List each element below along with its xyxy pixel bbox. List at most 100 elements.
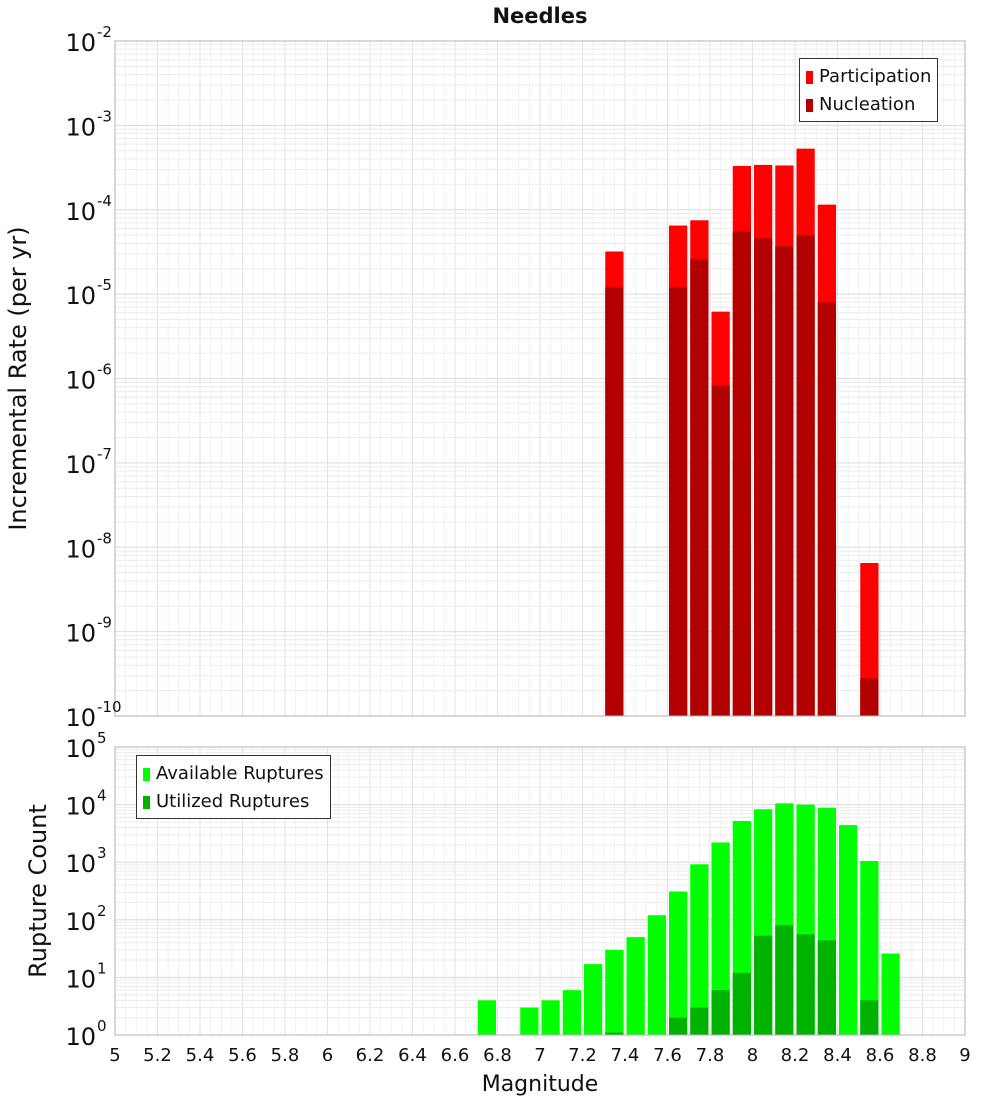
- y-tick-label: 10: [65, 704, 96, 732]
- bar-participation: [860, 563, 879, 716]
- y-axis-label-rate: Incremental Rate (per yr): [4, 226, 32, 530]
- y-tick-exponent: 3: [97, 844, 107, 862]
- y-tick-label: 10: [65, 793, 96, 821]
- y-tick-label: 10: [65, 1023, 96, 1051]
- bar-nucleation: [754, 238, 773, 716]
- bar-utilized-ruptures: [669, 1017, 688, 1035]
- bar-utilized-ruptures: [690, 1007, 709, 1035]
- bar-nucleation: [732, 231, 751, 716]
- x-tick-label: 6.6: [441, 1045, 470, 1066]
- bar-nucleation: [711, 385, 730, 716]
- x-tick-label: 5.2: [143, 1045, 172, 1066]
- y-tick-exponent: -3: [97, 107, 112, 125]
- x-tick-label: 5.8: [271, 1045, 300, 1066]
- legend-label-nucleation: Nucleation: [819, 94, 916, 115]
- x-tick-label: 7.4: [611, 1045, 640, 1066]
- x-tick-label: 7: [534, 1045, 545, 1066]
- legend-label-available: Available Ruptures: [156, 763, 324, 784]
- legend-swatch-nucleation: [806, 98, 813, 112]
- legend-item-utilized: Utilized Ruptures: [143, 788, 324, 816]
- x-axis-label: Magnitude: [482, 1072, 599, 1097]
- x-tick-label: 9: [959, 1045, 970, 1066]
- bar-available-ruptures: [605, 949, 624, 1035]
- bar-available-ruptures: [626, 937, 645, 1035]
- legend-swatch-utilized: [143, 795, 150, 809]
- bar-available-ruptures: [711, 842, 730, 1035]
- y-tick-exponent: -7: [97, 445, 112, 463]
- x-tick-label: 5: [109, 1045, 120, 1066]
- x-tick-label: 7.6: [653, 1045, 682, 1066]
- y-tick-exponent: 1: [97, 959, 107, 977]
- bar-available-ruptures: [477, 1000, 496, 1035]
- bar-nucleation: [817, 302, 836, 716]
- plot-frame-count: [114, 746, 966, 1036]
- bar-utilized-ruptures: [711, 990, 730, 1035]
- y-tick-exponent: -10: [97, 698, 122, 716]
- legend-label-participation: Participation: [819, 66, 932, 87]
- y-tick-exponent: -9: [97, 614, 112, 632]
- x-tick-label: 7.2: [568, 1045, 597, 1066]
- bar-available-ruptures: [860, 860, 879, 1035]
- y-tick-exponent: 0: [97, 1017, 107, 1035]
- legend-item-available: Available Ruptures: [143, 760, 324, 788]
- y-tick-label: 10: [65, 451, 96, 479]
- bar-nucleation: [669, 287, 688, 716]
- y-tick-label: 10: [65, 965, 96, 993]
- legend-swatch-available: [143, 767, 150, 781]
- y-tick-exponent: -2: [97, 23, 112, 41]
- y-tick-exponent: 4: [97, 787, 107, 805]
- y-tick-label: 10: [65, 29, 96, 57]
- bar-nucleation: [860, 678, 879, 716]
- y-tick-label: 10: [65, 535, 96, 563]
- x-tick-label: 8.2: [781, 1045, 810, 1066]
- x-tick-label: 8.6: [866, 1045, 895, 1066]
- x-tick-label: 8: [747, 1045, 758, 1066]
- y-tick-label: 10: [65, 367, 96, 395]
- bar-available-ruptures: [562, 990, 581, 1035]
- x-tick-label: 5.4: [186, 1045, 215, 1066]
- x-tick-label: 5.6: [228, 1045, 257, 1066]
- bar-available-ruptures: [584, 964, 603, 1035]
- x-tick-label: 6: [322, 1045, 333, 1066]
- bar-available-ruptures: [647, 915, 666, 1035]
- y-tick-exponent: 2: [97, 902, 107, 920]
- legend-item-participation: Participation: [806, 63, 931, 91]
- bar-available-ruptures: [520, 1007, 539, 1035]
- y-tick-label: 10: [65, 850, 96, 878]
- x-tick-label: 7.8: [696, 1045, 725, 1066]
- y-tick-exponent: 5: [97, 729, 107, 747]
- bar-utilized-ruptures: [605, 1032, 624, 1035]
- y-tick-label: 10: [65, 198, 96, 226]
- legend-ruptures: Available Ruptures Utilized Ruptures: [136, 755, 331, 819]
- plot-frame-rate: [114, 40, 966, 717]
- legend-rate: Participation Nucleation: [799, 58, 939, 122]
- bar-utilized-ruptures: [732, 972, 751, 1035]
- y-tick-label: 10: [65, 282, 96, 310]
- bar-utilized-ruptures: [860, 1000, 879, 1035]
- x-tick-label: 6.8: [483, 1045, 512, 1066]
- bar-available-ruptures: [881, 953, 900, 1035]
- y-tick-exponent: -5: [97, 276, 112, 294]
- bar-available-ruptures: [839, 825, 858, 1035]
- bar-nucleation: [775, 246, 794, 716]
- bar-available-ruptures: [541, 1000, 560, 1035]
- bar-nucleation: [796, 235, 815, 716]
- bar-utilized-ruptures: [754, 935, 773, 1035]
- bar-available-ruptures: [690, 864, 709, 1035]
- y-tick-exponent: -4: [97, 192, 112, 210]
- legend-item-nucleation: Nucleation: [806, 91, 931, 119]
- x-tick-label: 8.4: [823, 1045, 852, 1066]
- x-tick-label: 6.4: [398, 1045, 427, 1066]
- chart-title: Needles: [492, 4, 587, 28]
- legend-label-utilized: Utilized Ruptures: [156, 791, 310, 812]
- x-tick-label: 8.8: [908, 1045, 937, 1066]
- y-tick-label: 10: [65, 908, 96, 936]
- bar-utilized-ruptures: [817, 940, 836, 1035]
- y-tick-exponent: -6: [97, 361, 112, 379]
- y-axis-label-count: Rupture Count: [24, 804, 52, 978]
- bar-utilized-ruptures: [796, 934, 815, 1035]
- bar-available-ruptures: [669, 891, 688, 1035]
- legend-swatch-participation: [806, 70, 813, 84]
